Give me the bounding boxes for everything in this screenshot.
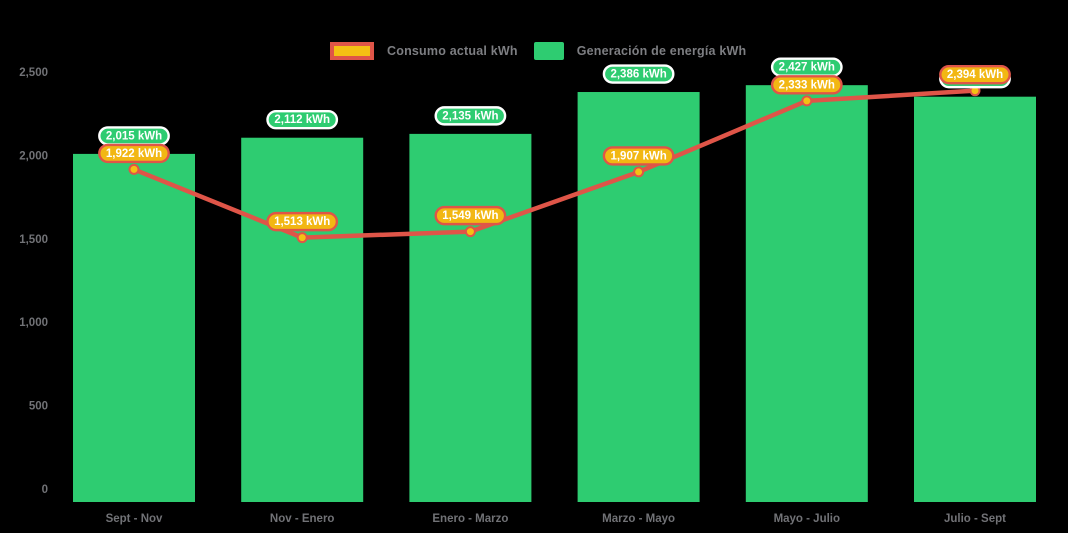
generacion-label-3-text: 2,386 kWh	[610, 69, 666, 81]
consumo-label-4-text: 2,333 kWh	[779, 79, 835, 91]
y-axis-tick-label: 500	[29, 401, 48, 413]
generacion-label-2: 2,135 kWh	[434, 106, 507, 126]
generacion-label-1: 2,112 kWh	[266, 110, 339, 130]
y-axis-tick-label: 2,000	[19, 150, 48, 162]
consumo-label-3-text: 1,907 kWh	[610, 150, 666, 162]
consumo-label-1: 1,513 kWh	[266, 211, 339, 232]
legend-item-consumo[interactable]: Consumo actual kWh	[330, 42, 518, 60]
y-axis-tick-label: 1,500	[19, 234, 48, 246]
generacion-label-1-bg	[266, 110, 339, 130]
generacion-label-4: 2,427 kWh	[770, 57, 843, 77]
line-marker-0[interactable]	[128, 163, 140, 175]
bar-4[interactable]	[745, 85, 868, 503]
legend-label-consumo: Consumo actual kWh	[387, 44, 518, 58]
x-axis-category-label: Julio - Sept	[944, 513, 1006, 525]
consumo-label-5: 2,394 kWh	[939, 64, 1011, 85]
generacion-label-2-bg	[434, 106, 507, 126]
consumo-label-2-bg	[434, 205, 507, 226]
consumo-label-4: 2,333 kWh	[770, 75, 843, 95]
consumo-label-5-text: 2,394 kWh	[947, 69, 1003, 81]
line-marker-3[interactable]	[633, 166, 645, 178]
x-axis-category-label: Enero - Marzo	[432, 513, 508, 525]
legend-item-generacion[interactable]: Generación de energía kWh	[533, 42, 747, 60]
consumo-label-1-text: 1,513 kWh	[274, 216, 330, 228]
generacion-label-1-text: 2,112 kWh	[274, 114, 330, 126]
generacion-label-3-bg	[602, 64, 675, 84]
bar-1[interactable]	[241, 137, 364, 503]
consumo-label-0-bg	[98, 143, 170, 164]
y-axis-tick-label: 1,000	[19, 317, 48, 329]
consumo-label-0: 1,922 kWh	[98, 143, 170, 164]
legend-label-generacion: Generación de energía kWh	[576, 44, 747, 58]
consumo-label-2-text: 1,549 kWh	[442, 210, 498, 222]
generacion-label-0: 2,015 kWh	[98, 126, 170, 146]
x-axis-category-label: Nov - Enero	[270, 513, 335, 525]
x-axis-category-label: Sept - Nov	[106, 513, 163, 525]
consumo-label-3: 1,907 kWh	[602, 146, 675, 166]
x-axis-category-label: Mayo - Julio	[774, 513, 840, 525]
y-axis-tick-label: 0	[42, 484, 48, 496]
y-axis-tick-label: 2,500	[19, 67, 48, 79]
bar-0[interactable]	[73, 153, 195, 502]
x-axis-category-label: Marzo - Mayo	[602, 513, 675, 525]
legend: Consumo actual kWh Generación de energía…	[330, 42, 746, 60]
generacion-label-2-text: 2,135 kWh	[442, 110, 498, 122]
generacion-label-0-text: 2,015 kWh	[106, 130, 162, 142]
bar-2[interactable]	[409, 133, 532, 502]
line-marker-4[interactable]	[801, 95, 813, 107]
line-marker-2[interactable]	[464, 226, 476, 238]
consumo-label-2: 1,549 kWh	[434, 205, 507, 226]
consumo-label-5-bg	[939, 64, 1011, 85]
bar-5[interactable]	[914, 96, 1036, 502]
generacion-bar-swatch-icon	[533, 42, 564, 60]
generacion-label-3: 2,386 kWh	[602, 64, 675, 84]
consumo-label-1-bg	[266, 211, 339, 232]
consumo-label-0-text: 1,922 kWh	[106, 148, 162, 160]
consumo-label-4-bg	[770, 75, 843, 95]
consumo-line-swatch-icon	[330, 42, 374, 60]
consumo-label-3-bg	[602, 146, 675, 166]
generacion-label-4-text: 2,427 kWh	[779, 62, 835, 74]
line-marker-1[interactable]	[296, 232, 308, 244]
